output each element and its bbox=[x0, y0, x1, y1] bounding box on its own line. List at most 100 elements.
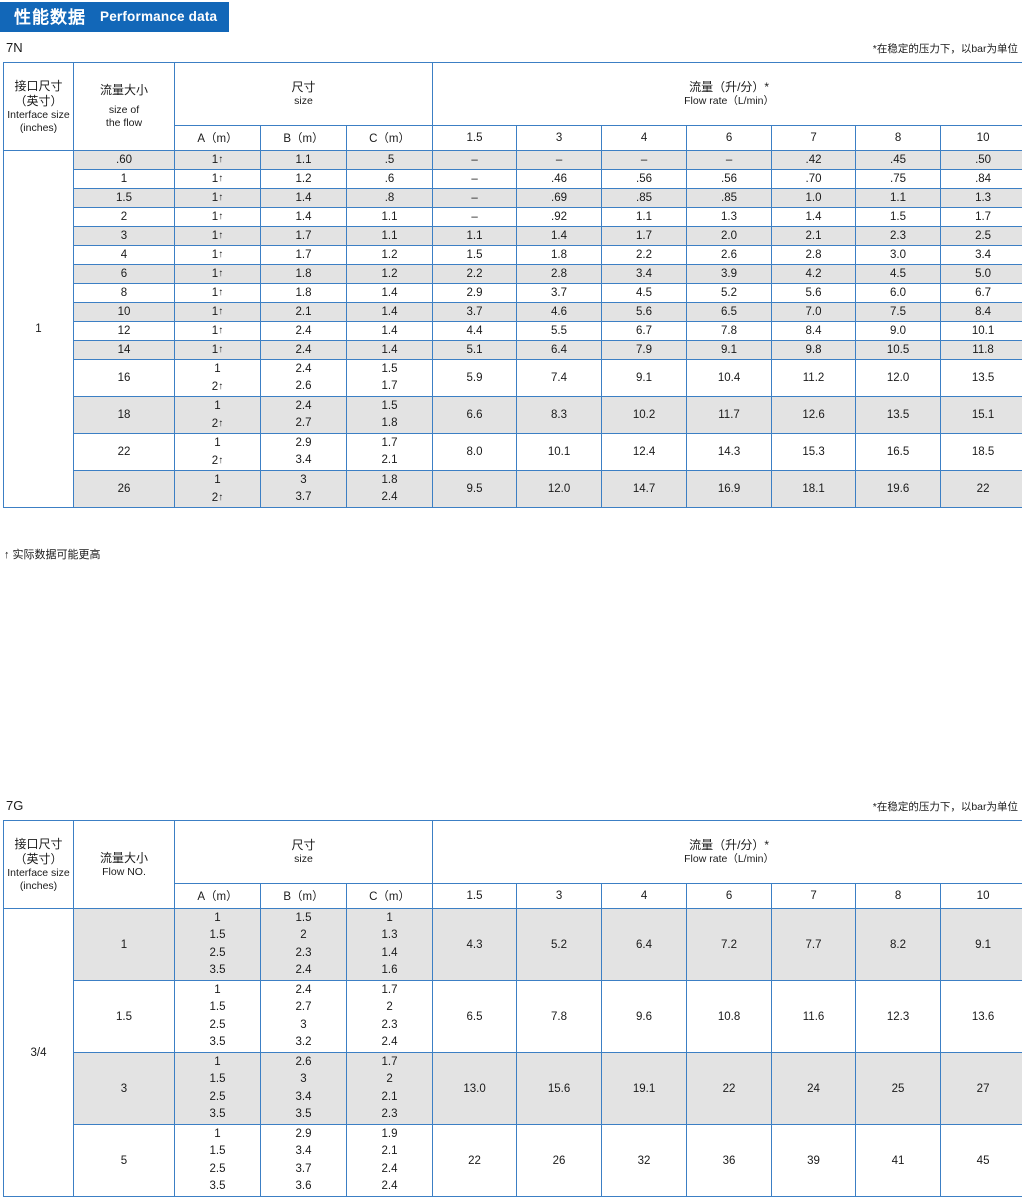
table-row: 14 1↑ 2.4 1.4 5.1 6.4 7.9 9.1 9.8 10.5 11.8 bbox=[4, 340, 1022, 360]
cell-size-b: 1.4 bbox=[260, 188, 347, 208]
header-flow-col: 6 bbox=[686, 125, 773, 151]
arrow-up-icon: ↑ bbox=[218, 325, 224, 336]
cell-size-c: .8 bbox=[345, 188, 434, 208]
cell-size-a: 1 1.5 2.5 3.5 bbox=[174, 908, 261, 981]
section-7g: 7G *在稳定的压力下，以bar为单位 接口尺寸 （英寸） Interface … bbox=[0, 798, 1022, 1197]
cell-flow-rate: 6.7 bbox=[601, 321, 688, 341]
cell-flow-size: 6 bbox=[73, 264, 175, 284]
cell-flow-rate: 1.1 bbox=[432, 226, 518, 246]
cell-size-b: 1.8 bbox=[260, 264, 347, 284]
cell-size-b: 2.4 2.6 bbox=[260, 359, 347, 397]
header-col-b: B（m） bbox=[260, 883, 347, 909]
header-flow-col: 3 bbox=[516, 883, 603, 909]
cell-flow-rate: 27 bbox=[940, 1052, 1022, 1125]
cell-size-a: 1 1.5 2.5 3.5 bbox=[174, 1124, 261, 1197]
header-flow-col: 8 bbox=[855, 125, 942, 151]
cell-flow-rate: 10.5 bbox=[855, 340, 942, 360]
cell-flow-rate: 19.1 bbox=[601, 1052, 688, 1125]
header-flow-col: 8 bbox=[855, 883, 942, 909]
cell-flow-size: .60 bbox=[73, 150, 175, 170]
cell-flow-rate: 1.4 bbox=[771, 207, 857, 227]
cell-flow-rate: 1.3 bbox=[940, 188, 1022, 208]
header-size-group: 尺寸 size bbox=[173, 820, 434, 884]
arrow-up-icon: ↑ bbox=[218, 192, 224, 203]
cell-flow-rate: 26 bbox=[516, 1124, 603, 1197]
cell-flow-rate: 1.8 bbox=[516, 245, 603, 265]
table-row: 4 1↑ 1.7 1.2 1.5 1.8 2.2 2.6 2.8 3.0 3.4 bbox=[4, 245, 1022, 265]
table-row: 3/4 1 1 1.5 2.5 3.5 1.5 2 2.3 2.4 1 1.3 1.4 1.6 4.3 5.2… bbox=[3, 908, 1022, 1197]
cell-flow-size: 18 bbox=[73, 396, 175, 434]
cell-flow-rate: 15.6 bbox=[516, 1052, 603, 1125]
table-row: 6 1↑ 1.8 1.2 2.2 2.8 3.4 3.9 4.2 4.5 5.0 bbox=[4, 264, 1022, 284]
cell-flow-rate: 12.4 bbox=[601, 433, 688, 471]
header-flow-rate-group: 流量（升/分）* Flow rate（L/min） bbox=[432, 62, 1022, 126]
cell-flow-size: 4 bbox=[73, 245, 175, 265]
page-title-band: 性能数据 Performance data bbox=[0, 2, 230, 32]
cell-flow-rate: 2.0 bbox=[686, 226, 773, 246]
cell-flow-size: 16 bbox=[73, 359, 175, 397]
cell-flow-rate: 2.9 bbox=[432, 283, 518, 303]
cell-flow-rate: 12.6 bbox=[771, 396, 857, 434]
arrow-up-icon: ↑ bbox=[218, 454, 224, 466]
cell-flow-rate: 13.0 bbox=[432, 1052, 518, 1125]
cell-size-b: 2.9 3.4 bbox=[260, 433, 347, 471]
arrow-up-icon: ↑ bbox=[218, 268, 224, 279]
cell-flow-rate: 8.4 bbox=[771, 321, 857, 341]
cell-size-b: 2.9 3.4 3.7 3.6 bbox=[260, 1124, 347, 1197]
cell-flow-rate: 10.1 bbox=[516, 433, 603, 471]
cell-flow-rate: 4.4 bbox=[432, 321, 518, 341]
cell-size-a: 1 2↑ bbox=[174, 433, 261, 471]
cell-flow-rate: 24 bbox=[771, 1052, 857, 1125]
cell-size-c: 1.2 bbox=[345, 245, 434, 265]
cell-flow-rate: 22 bbox=[432, 1124, 518, 1197]
cell-flow-size: 12 bbox=[73, 321, 175, 341]
table-row: 26 1 2↑ 3 3.7 1.8 2.4 9.5 12.0 14.7 16.9 18.1 19.6 22 bbox=[4, 470, 1022, 508]
cell-size-b: 2.4 bbox=[260, 321, 347, 341]
cell-flow-rate: 2.8 bbox=[516, 264, 603, 284]
cell-flow-rate: 15.1 bbox=[940, 396, 1022, 434]
cell-flow-rate: 3.7 bbox=[516, 283, 603, 303]
cell-flow-rate: 11.7 bbox=[686, 396, 773, 434]
arrow-up-icon: ↑ bbox=[218, 287, 224, 298]
cell-flow-rate: 5.9 bbox=[432, 359, 518, 397]
cell-flow-rate: 16.5 bbox=[855, 433, 942, 471]
cell-flow-rate: .42 bbox=[771, 150, 857, 170]
cell-size-c: 1.7 2 2.3 2.4 bbox=[345, 980, 434, 1053]
cell-flow-rate: 13.6 bbox=[940, 980, 1022, 1053]
cell-flow-size: 1.5 bbox=[73, 188, 175, 208]
section-7n-pressure-note: *在稳定的压力下，以bar为单位 bbox=[872, 43, 1018, 55]
arrow-up-icon: ↑ bbox=[218, 344, 224, 355]
cell-flow-rate: 4.3 bbox=[432, 908, 518, 981]
cell-flow-rate: 1.1 bbox=[601, 207, 688, 227]
cell-flow-size: 8 bbox=[73, 283, 175, 303]
cell-flow-size: 3 bbox=[73, 226, 175, 246]
header-flow-no: 流量大小 Flow NO. bbox=[73, 820, 175, 909]
cell-flow-rate: 9.1 bbox=[940, 908, 1022, 981]
arrow-up-icon: ↑ bbox=[218, 306, 224, 317]
cell-flow-rate: 22 bbox=[686, 1052, 773, 1125]
arrow-up-icon: ↑ bbox=[218, 154, 224, 165]
cell-flow-rate: 10.2 bbox=[601, 396, 688, 434]
cell-size-c: 1.5 1.7 bbox=[345, 359, 434, 397]
header-flow-col: 7 bbox=[771, 883, 857, 909]
cell-flow-rate: 2.8 bbox=[771, 245, 857, 265]
header-interface-size: 接口尺寸 （英寸） Interface size (inches) bbox=[3, 62, 74, 151]
cell-flow-rate: 5.6 bbox=[601, 302, 688, 322]
cell-size-b: 2.4 bbox=[260, 340, 347, 360]
cell-flow-rate: 36 bbox=[686, 1124, 773, 1197]
cell-size-a: 1↑ bbox=[174, 188, 261, 208]
cell-size-b: 1.7 bbox=[260, 245, 347, 265]
table-row: 12 1↑ 2.4 1.4 4.4 5.5 6.7 7.8 8.4 9.0 10.1 bbox=[4, 321, 1022, 341]
performance-table-7n: 接口尺寸 （英寸） Interface size (inches) 流量大小 s… bbox=[3, 62, 1022, 508]
cell-flow-rate: 14.7 bbox=[601, 470, 688, 508]
header-col-c: C（m） bbox=[345, 883, 434, 909]
arrow-up-icon: ↑ bbox=[218, 211, 224, 222]
cell-flow-rate: .92 bbox=[516, 207, 603, 227]
cell-flow-rate: .75 bbox=[855, 169, 942, 189]
cell-size-a: 1↑ bbox=[174, 245, 261, 265]
cell-flow-rate: .85 bbox=[601, 188, 688, 208]
table-row: 8 1↑ 1.8 1.4 2.9 3.7 4.5 5.2 5.6 6.0 6.7 bbox=[4, 283, 1022, 303]
cell-flow-rate: 1.4 bbox=[516, 226, 603, 246]
cell-flow-rate: – bbox=[432, 207, 518, 227]
cell-flow-rate: – bbox=[516, 150, 603, 170]
